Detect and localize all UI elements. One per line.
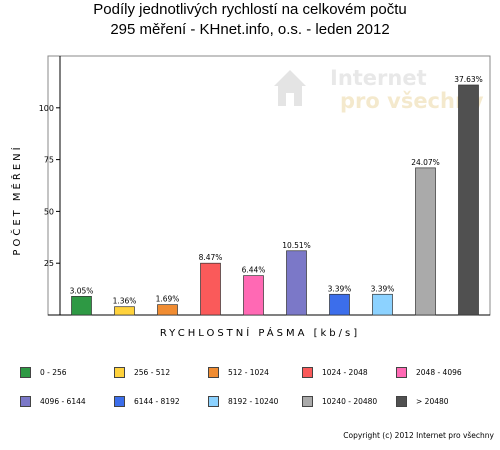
bar-0 [71, 296, 92, 316]
legend-swatch [20, 366, 31, 378]
legend-item: 4096 - 6144 [20, 395, 114, 407]
chart-title-line2: 295 měření - KHnet.info, o.s. - leden 20… [110, 21, 390, 38]
bar-9 [458, 84, 479, 316]
legend-item: 0 - 256 [20, 366, 114, 378]
legend-swatch [114, 366, 125, 378]
legend-swatch [396, 366, 407, 378]
bars [71, 84, 479, 316]
data-label: 8.47% [199, 253, 223, 262]
data-label: 6.44% [242, 266, 266, 275]
copyright-text: Copyright (c) 2012 Internet pro všechny [343, 431, 494, 440]
bar-7 [372, 293, 393, 316]
legend-item: 8192 - 10240 [208, 395, 302, 407]
legend-swatch [302, 366, 313, 378]
y-tick-label: 25 [44, 259, 54, 268]
legend-swatch [114, 395, 125, 407]
legend-label: 1024 - 2048 [322, 367, 368, 377]
data-label: 1.69% [156, 295, 180, 304]
legend-item: 6144 - 8192 [114, 395, 208, 407]
y-axis-title: POČET MĚŘENÍ [10, 144, 23, 255]
legend: 0 - 256 256 - 512 512 - 1024 1024 - 2048 204… [20, 366, 490, 407]
data-labels: 3.05% 1.36% 1.69% 8.47% 6.44% 10.51% 3.39% 3.39… [70, 75, 483, 306]
legend-label: 512 - 1024 [228, 367, 269, 377]
chart-title: Podíly jednotlivých rychlostí na celkové… [0, 0, 500, 40]
legend-item: 256 - 512 [114, 366, 208, 378]
bar-2 [157, 304, 178, 316]
legend-label: > 20480 [416, 396, 449, 406]
legend-label: 10240 - 20480 [322, 396, 378, 406]
bar-1 [114, 306, 135, 316]
y-tick-labels: 25 50 75 100 [39, 104, 60, 268]
bar-3 [200, 262, 221, 316]
y-tick-label: 100 [39, 104, 54, 113]
legend-swatch [208, 395, 219, 407]
data-label: 3.39% [371, 284, 395, 293]
bar-5 [286, 250, 307, 316]
legend-label: 6144 - 8192 [134, 396, 180, 406]
legend-label: 2048 - 4096 [416, 367, 462, 377]
legend-label: 8192 - 10240 [228, 396, 279, 406]
data-label: 24.07% [411, 158, 440, 167]
chart-title-line1: Podíly jednotlivých rychlostí na celkové… [93, 1, 407, 18]
bar-6 [329, 293, 350, 316]
bar-8 [415, 167, 436, 316]
house-icon [274, 70, 306, 106]
legend-swatch [208, 366, 219, 378]
x-axis-title: RYCHLOSTNÍ PÁSMA [kb/s] [160, 326, 360, 339]
legend-label: 0 - 256 [40, 367, 67, 377]
data-label: 3.39% [328, 284, 352, 293]
bar-4 [243, 275, 264, 316]
legend-swatch [302, 395, 313, 407]
legend-item: 512 - 1024 [208, 366, 302, 378]
legend-item: 1024 - 2048 [302, 366, 396, 378]
watermark-line1: Internet [330, 66, 427, 90]
legend-item: > 20480 [396, 395, 490, 407]
legend-label: 4096 - 6144 [40, 396, 86, 406]
data-label: 3.05% [70, 286, 94, 295]
data-label: 10.51% [282, 241, 311, 250]
data-label: 37.63% [454, 75, 483, 84]
legend-swatch [396, 395, 407, 407]
legend-swatch [20, 395, 31, 407]
y-tick-label: 75 [44, 156, 54, 165]
legend-item: 2048 - 4096 [396, 366, 490, 378]
y-tick-label: 50 [44, 207, 54, 216]
legend-label: 256 - 512 [134, 367, 171, 377]
legend-item: 10240 - 20480 [302, 395, 396, 407]
data-label: 1.36% [113, 297, 137, 306]
watermark-logo: Internet pro všechny [274, 66, 484, 113]
